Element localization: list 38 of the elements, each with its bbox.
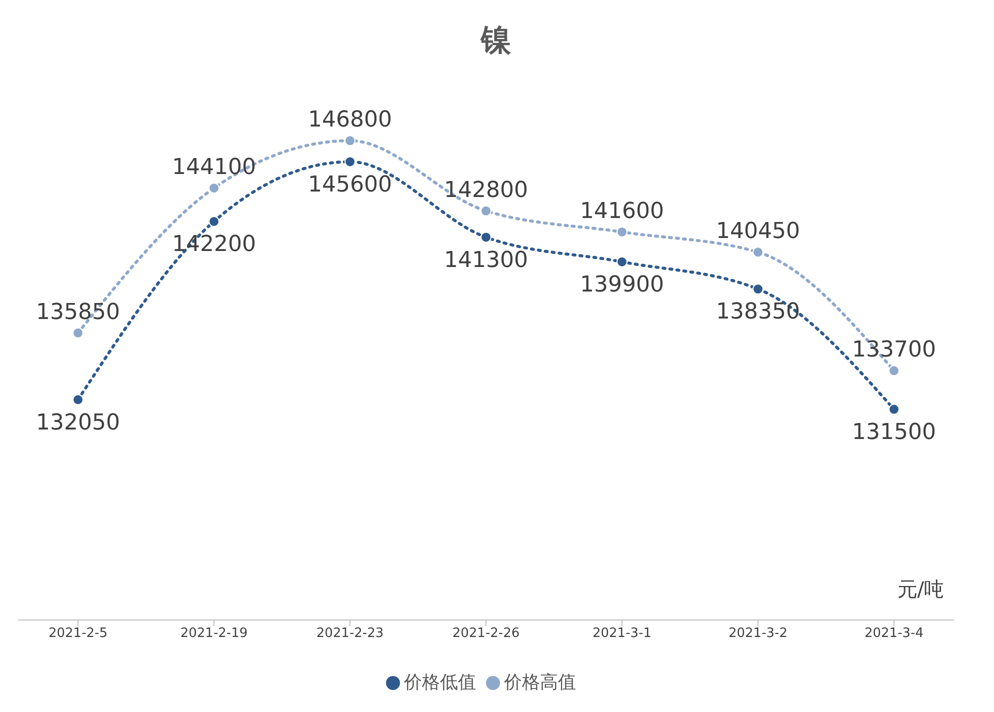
data-label: 146800 <box>308 108 392 133</box>
point <box>616 226 628 238</box>
data-label: 141600 <box>580 198 664 224</box>
point <box>480 232 492 243</box>
x-tick-label: 2021-3-2 <box>728 626 788 642</box>
point <box>208 216 220 227</box>
x-tick-label: 2021-2-5 <box>48 626 108 642</box>
x-tick-label: 2021-3-1 <box>592 626 652 642</box>
x-tick-label: 2021-2-26 <box>452 626 520 642</box>
point <box>752 246 764 258</box>
x-tick-label: 2021-3-4 <box>864 626 924 642</box>
data-label: 142200 <box>172 232 256 258</box>
point <box>72 394 84 406</box>
data-label: 141300 <box>444 248 528 273</box>
point <box>344 135 356 146</box>
point <box>72 327 84 338</box>
x-tick-label: 2021-2-19 <box>180 626 248 642</box>
data-label: 138350 <box>716 300 800 325</box>
text: 元/吨 <box>897 576 944 603</box>
data-label: 139900 <box>580 272 664 298</box>
point <box>616 256 628 268</box>
data-label: 140450 <box>716 219 800 244</box>
data-label: 131500 <box>852 420 936 445</box>
data-label: 142800 <box>444 178 528 203</box>
point <box>888 404 900 415</box>
chart-title: 镍 <box>479 22 512 60</box>
point <box>752 284 764 295</box>
point <box>480 205 492 216</box>
legend-label: 价格低值 <box>404 672 476 693</box>
data-label: 145600 <box>308 172 392 198</box>
data-label: 135850 <box>36 300 120 325</box>
point <box>208 182 220 194</box>
data-label: 132050 <box>36 410 120 436</box>
legend-label: 价格高值 <box>504 672 576 693</box>
point <box>888 365 900 376</box>
point <box>344 156 356 168</box>
x-tick-label: 2021-2-23 <box>316 626 384 642</box>
data-label: 133700 <box>852 338 936 363</box>
